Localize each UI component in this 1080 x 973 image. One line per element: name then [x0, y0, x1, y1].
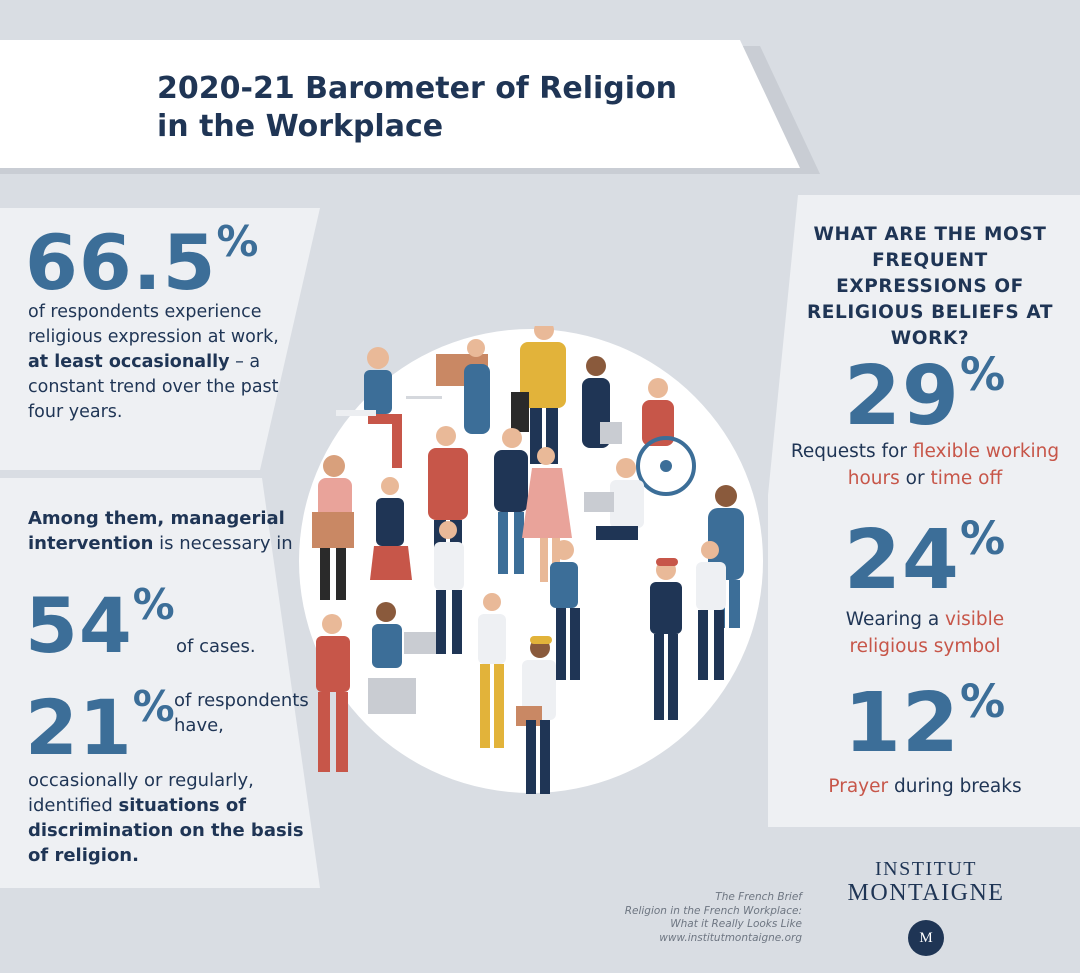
person-phone-figure [370, 477, 412, 580]
label-part: Wearing a [845, 609, 946, 630]
institut-montaigne-logo: INSTITUT MONTAIGNE M [836, 858, 1016, 956]
credit-url: www.institutmontaigne.org [659, 931, 802, 944]
credit-line-2: Religion in the French Workplace: [624, 904, 802, 917]
person-tie-figure [434, 521, 464, 654]
person-construction-figure [516, 636, 556, 794]
expression-stat-value: 66.5% [25, 221, 259, 301]
person-overalls-figure [316, 614, 350, 772]
label-part: or [899, 468, 931, 489]
discrimination-stat-value: 21% [25, 686, 176, 766]
expression-item-label: Wearing a visible religious symbol [780, 606, 1070, 660]
label-part: Requests for [790, 441, 913, 462]
label-highlight: visible religious symbol [849, 609, 1005, 657]
expression-item-label: Requests for flexible working hours or t… [780, 438, 1070, 492]
label-highlight: flexible working hours [847, 441, 1060, 489]
expression-stat-panel [0, 208, 320, 470]
expression-item-unit: % [959, 512, 1007, 565]
expression-stat-text: of respondents experience religious expr… [28, 300, 288, 425]
expression-stat-text-a: of respondents experience religious expr… [28, 302, 279, 347]
managerial-stat-panel [0, 478, 320, 888]
expression-item-value: 12% [780, 679, 1070, 765]
page-title-line-1: 2020-21 Barometer of Religion [157, 71, 678, 106]
title-banner [0, 40, 800, 168]
workers-illustration [299, 326, 763, 794]
logo-seal-icon: M [908, 920, 944, 956]
person-bun-figure [550, 540, 580, 680]
person-laptop-figure [336, 347, 442, 468]
managerial-stat-unit: % [132, 580, 176, 629]
page-title: 2020-21 Barometer of Religion in the Wor… [157, 70, 757, 146]
managerial-lead: Among them, managerial intervention is n… [28, 506, 298, 556]
label-part: during breaks [888, 776, 1022, 797]
discrimination-text: occasionally or regularly, identified si… [28, 768, 308, 868]
discrimination-side-text: of respondents have, [174, 690, 309, 736]
managerial-stat-tail: of cases. [176, 636, 256, 657]
managerial-stat-number: 54 [25, 581, 133, 670]
discrimination-text-a: occasionally or regularly, identified [28, 770, 254, 816]
managerial-stat-value: 54% [25, 584, 176, 664]
person-laptop-seated-figure [368, 602, 436, 714]
expression-item-label: Prayer during breaks [780, 773, 1070, 800]
label-highlight: time off [930, 468, 1003, 489]
person-older-figure [511, 326, 566, 464]
worker-figures [312, 326, 744, 794]
person-yellow-figure [478, 593, 506, 748]
expression-stat-number: 66.5 [25, 218, 217, 307]
expression-stat-text-bold: at least occasionally [28, 352, 230, 372]
expression-item-number: 29 [843, 349, 960, 444]
expression-item-value: 24% [780, 516, 1070, 602]
expressions-question: WHAT ARE THE MOST FREQUENT EXPRESSIONS O… [806, 224, 1054, 349]
person-hardhat-figure [650, 558, 682, 720]
source-credit: The French Brief Religion in the French … [560, 891, 802, 945]
person-wheelchair-figure [636, 378, 696, 496]
credit-line-3: What it Really Looks Like [670, 918, 802, 930]
person-map-figure [436, 339, 490, 434]
person-standing-figure [582, 356, 622, 448]
label-highlight: Prayer [828, 776, 889, 797]
logo-line-1: INSTITUT [875, 858, 977, 880]
expression-item-number: 12 [843, 676, 960, 771]
discrimination-stat-unit: % [132, 682, 176, 731]
expression-item-unit: % [959, 348, 1007, 401]
expressions-panel [768, 195, 1080, 827]
person-desk-figure [584, 458, 644, 540]
logo-line-2: MONTAIGNE [847, 880, 1005, 906]
discrimination-stat-number: 21 [25, 683, 133, 772]
person-white-shirt-figure [696, 541, 726, 680]
managerial-lead-rest: is necessary in [153, 533, 293, 554]
managerial-lead-bold: Among them, managerial intervention [28, 508, 285, 554]
page-title-line-2: in the Workplace [157, 109, 444, 144]
person-pink-figure [522, 447, 572, 582]
person-apron-figure [494, 428, 528, 574]
expression-item-number: 24 [843, 513, 960, 608]
expression-stat-text-b: – a constant trend over the past four ye… [28, 352, 279, 422]
discrimination-text-bold: situations of discrimination on the basi… [28, 795, 304, 866]
expression-item-unit: % [959, 675, 1007, 728]
person-box-figure [312, 455, 354, 600]
credit-line-1: The French Brief [715, 891, 802, 903]
expression-stat-unit: % [216, 217, 260, 266]
expression-item-value: 29% [780, 352, 1070, 438]
